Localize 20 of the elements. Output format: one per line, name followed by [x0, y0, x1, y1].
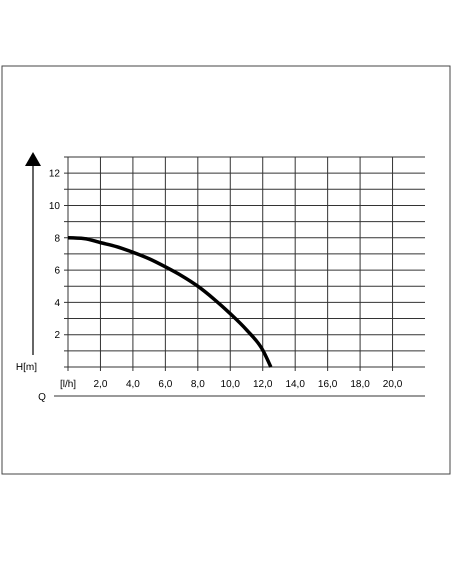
x-tick-label: 4,0: [126, 379, 140, 390]
y-tick-label: 12: [48, 168, 60, 180]
x-axis-title: Q: [38, 392, 46, 403]
y-tick-label: 8: [54, 233, 60, 244]
x-tick-label: 10,0: [220, 379, 240, 390]
line-series: [66, 236, 273, 369]
x-tick-label: 8,0: [190, 379, 206, 390]
y-tick-label: 2: [54, 330, 60, 342]
x-tick-label: 6,0: [158, 379, 173, 390]
y-tick-label: 10: [48, 200, 60, 212]
x-tick-label: 18,0: [350, 379, 370, 390]
x-tick-label: 20,0: [382, 379, 403, 390]
y-axis-title: H[m]: [16, 362, 38, 373]
x-tick-label: 16,0: [318, 379, 338, 390]
y-tick-label: 6: [54, 266, 60, 277]
y-tick-label: 4: [54, 298, 60, 309]
x-tick-label: 14,0: [285, 379, 306, 390]
x-tick-label: [l/h]: [60, 379, 76, 390]
x-tick-label: 2,0: [94, 379, 108, 390]
x-tick-label: 12,0: [252, 379, 273, 390]
